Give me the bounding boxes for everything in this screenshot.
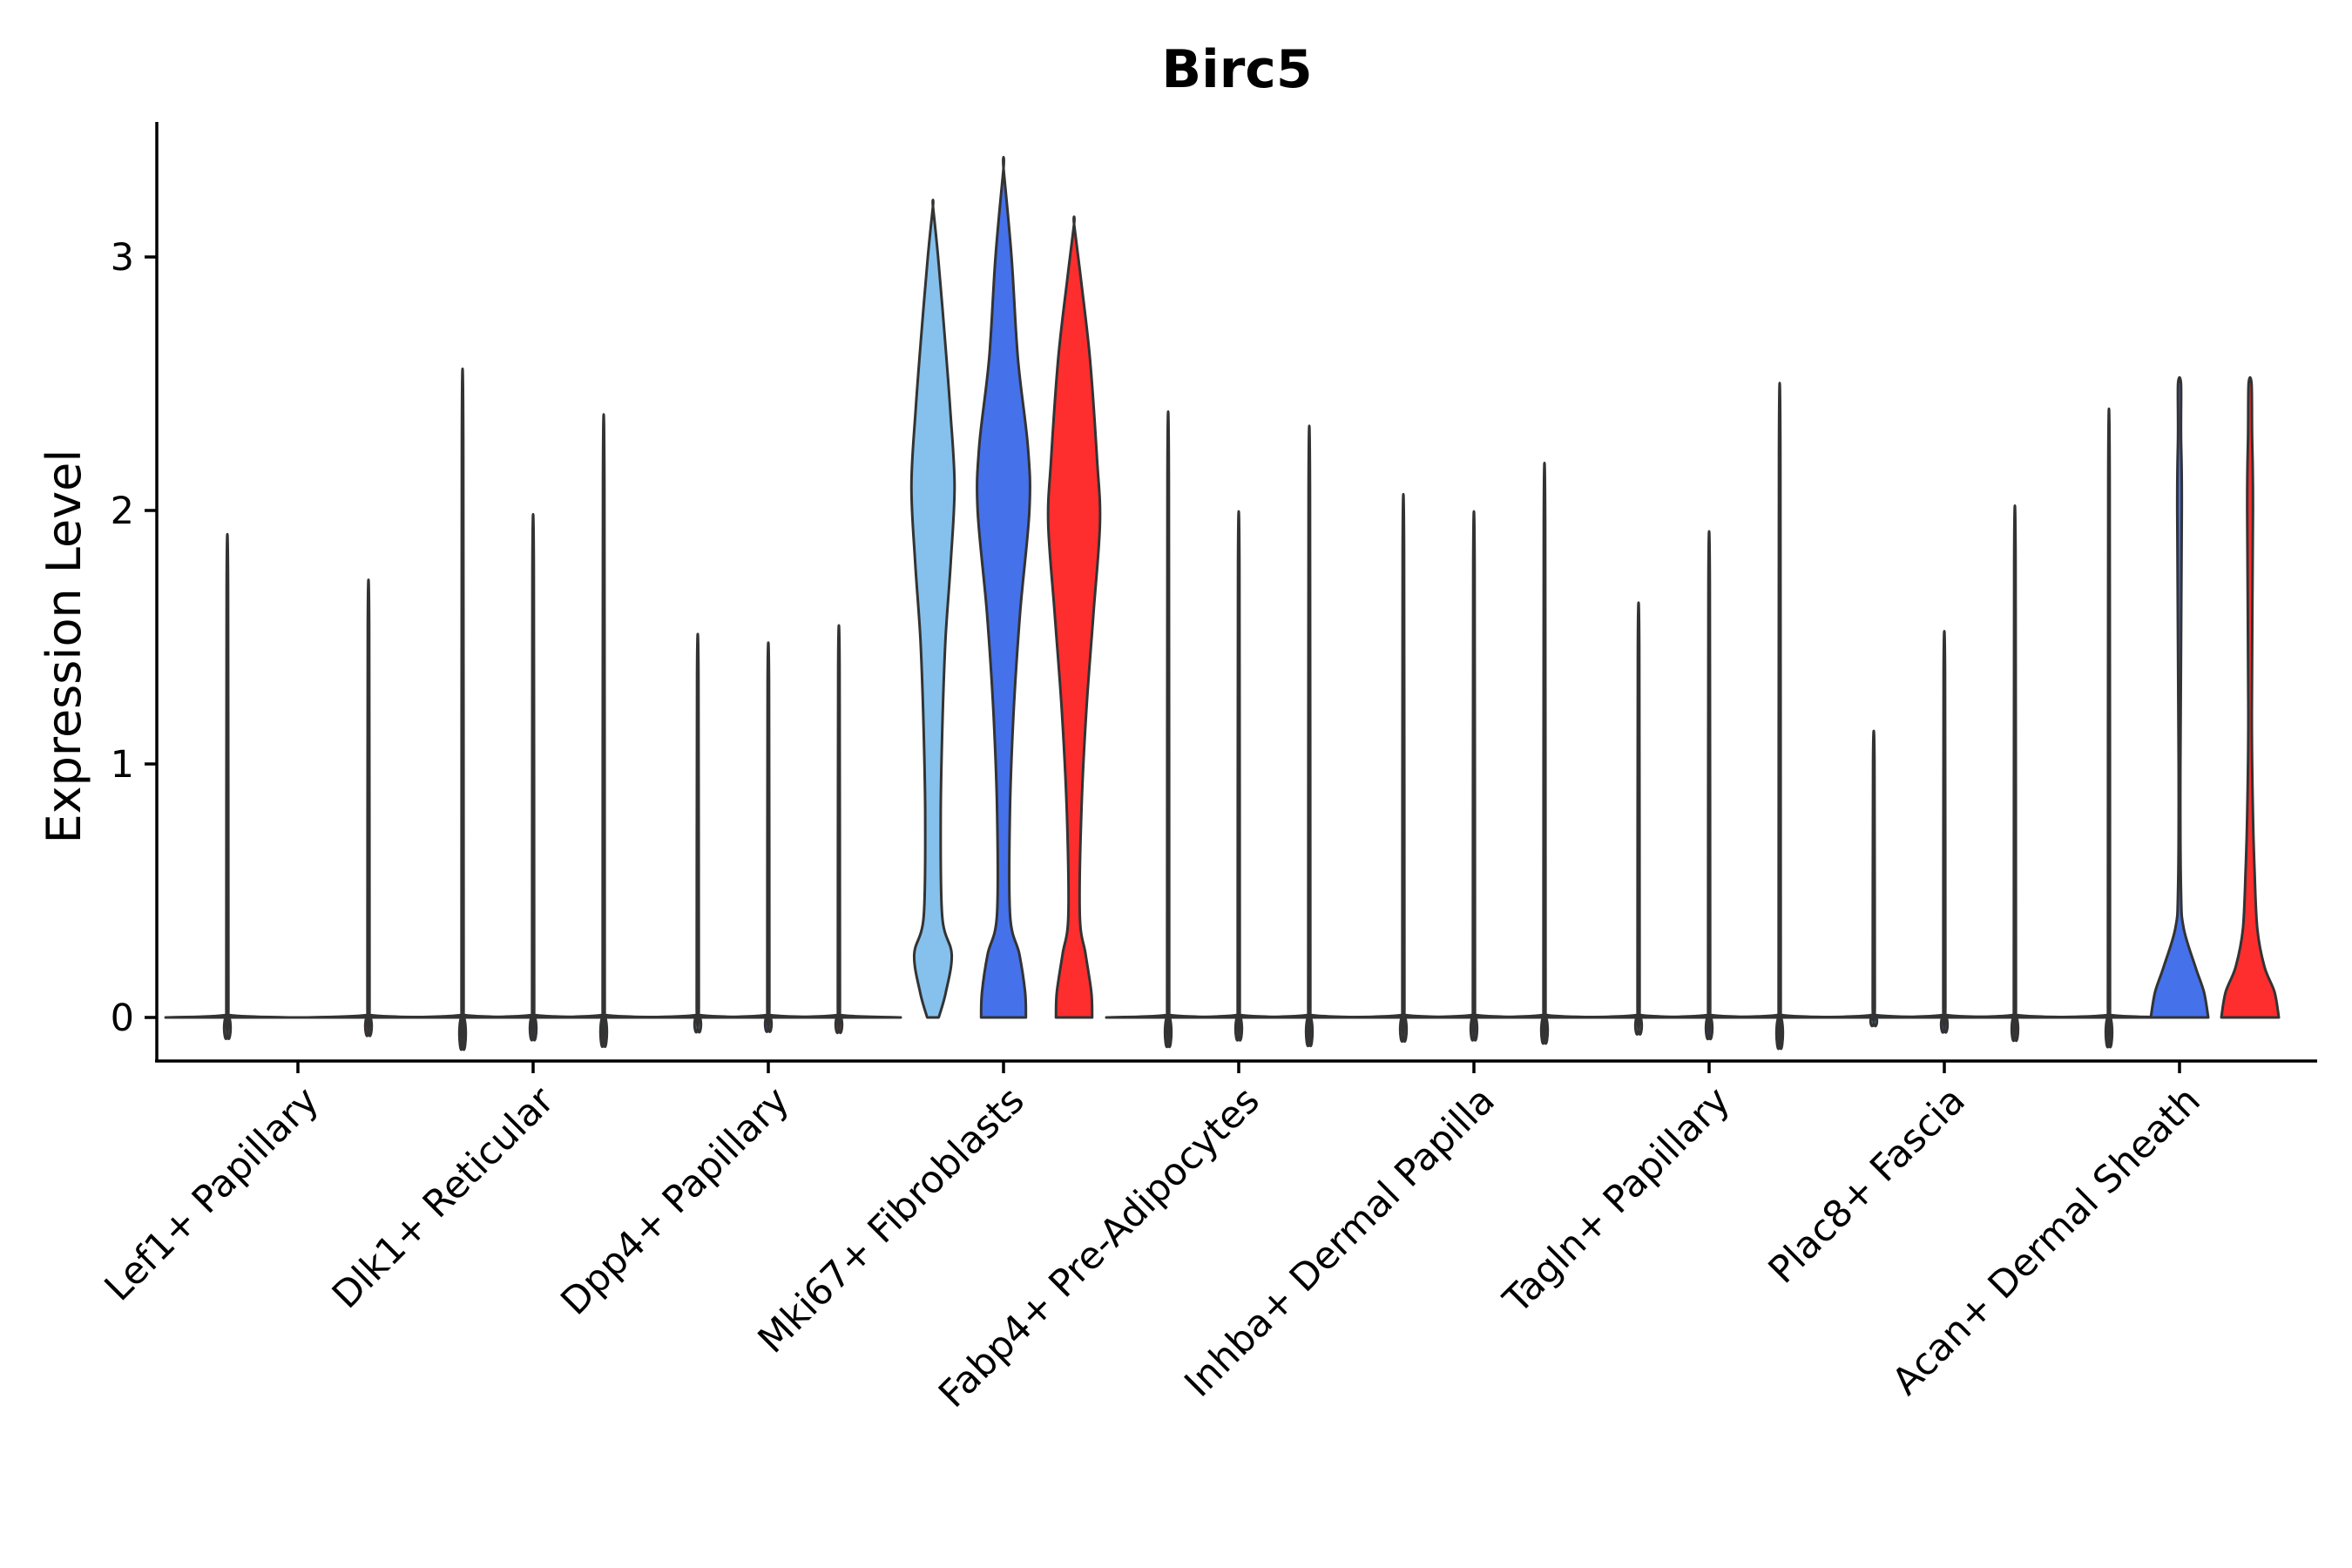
violin-sample-3 bbox=[1951, 504, 2078, 1043]
x-tick-label: Plac8+ Fascia bbox=[1761, 1078, 1974, 1292]
y-axis-label: Expression Level bbox=[37, 449, 91, 844]
violin-sample-3 bbox=[1046, 215, 1102, 1019]
violin-sample-1 bbox=[399, 368, 526, 1051]
violin-sample-2 bbox=[1410, 510, 1538, 1042]
violin-sample-3 bbox=[540, 413, 667, 1048]
y-tick-label: 0 bbox=[111, 997, 134, 1040]
violin-sample-3 bbox=[1481, 461, 1608, 1045]
y-tick-label: 2 bbox=[111, 490, 134, 533]
violin-sample-3 bbox=[1246, 424, 1373, 1048]
violin-sample-1 bbox=[2045, 408, 2173, 1049]
violin-sample-1 bbox=[634, 632, 761, 1034]
x-tick-label: Lef1+ Papillary bbox=[97, 1078, 328, 1309]
violin-sample-1 bbox=[1105, 410, 1232, 1049]
violin-sample-1 bbox=[1340, 492, 1467, 1044]
x-tick-label: Mki67+ Fibroblasts bbox=[750, 1078, 1033, 1362]
violin-sample-1 bbox=[164, 533, 291, 1040]
violin-sample-3 bbox=[305, 578, 432, 1037]
y-tick-label: 1 bbox=[111, 743, 134, 787]
violin-sample-2 bbox=[976, 155, 1031, 1019]
violin-sample-3 bbox=[1716, 382, 1843, 1051]
x-tick-label: Tagln+ Papillary bbox=[1495, 1078, 1739, 1322]
violin-sample-3 bbox=[2220, 375, 2281, 1019]
x-tick-label: Dpp4+ Papillary bbox=[553, 1078, 798, 1323]
violin-sample-1 bbox=[909, 199, 956, 1019]
violin-sample-2 bbox=[2149, 375, 2210, 1019]
violin-sample-1 bbox=[1575, 601, 1702, 1036]
violin-layer bbox=[164, 155, 2281, 1051]
violin-sample-2 bbox=[1646, 530, 1773, 1041]
violin-sample-1 bbox=[1810, 729, 1937, 1028]
violin-sample-2 bbox=[705, 641, 832, 1033]
x-tick-label: Dlk1+ Reticular bbox=[324, 1078, 563, 1317]
violin-sample-3 bbox=[775, 624, 902, 1034]
violin-sample-2 bbox=[1175, 510, 1302, 1042]
y-tick-label: 3 bbox=[111, 236, 134, 280]
chart-title: Birc5 bbox=[1161, 39, 1312, 100]
violin-sample-2 bbox=[1881, 630, 2008, 1034]
violin-sample-2 bbox=[470, 513, 597, 1042]
